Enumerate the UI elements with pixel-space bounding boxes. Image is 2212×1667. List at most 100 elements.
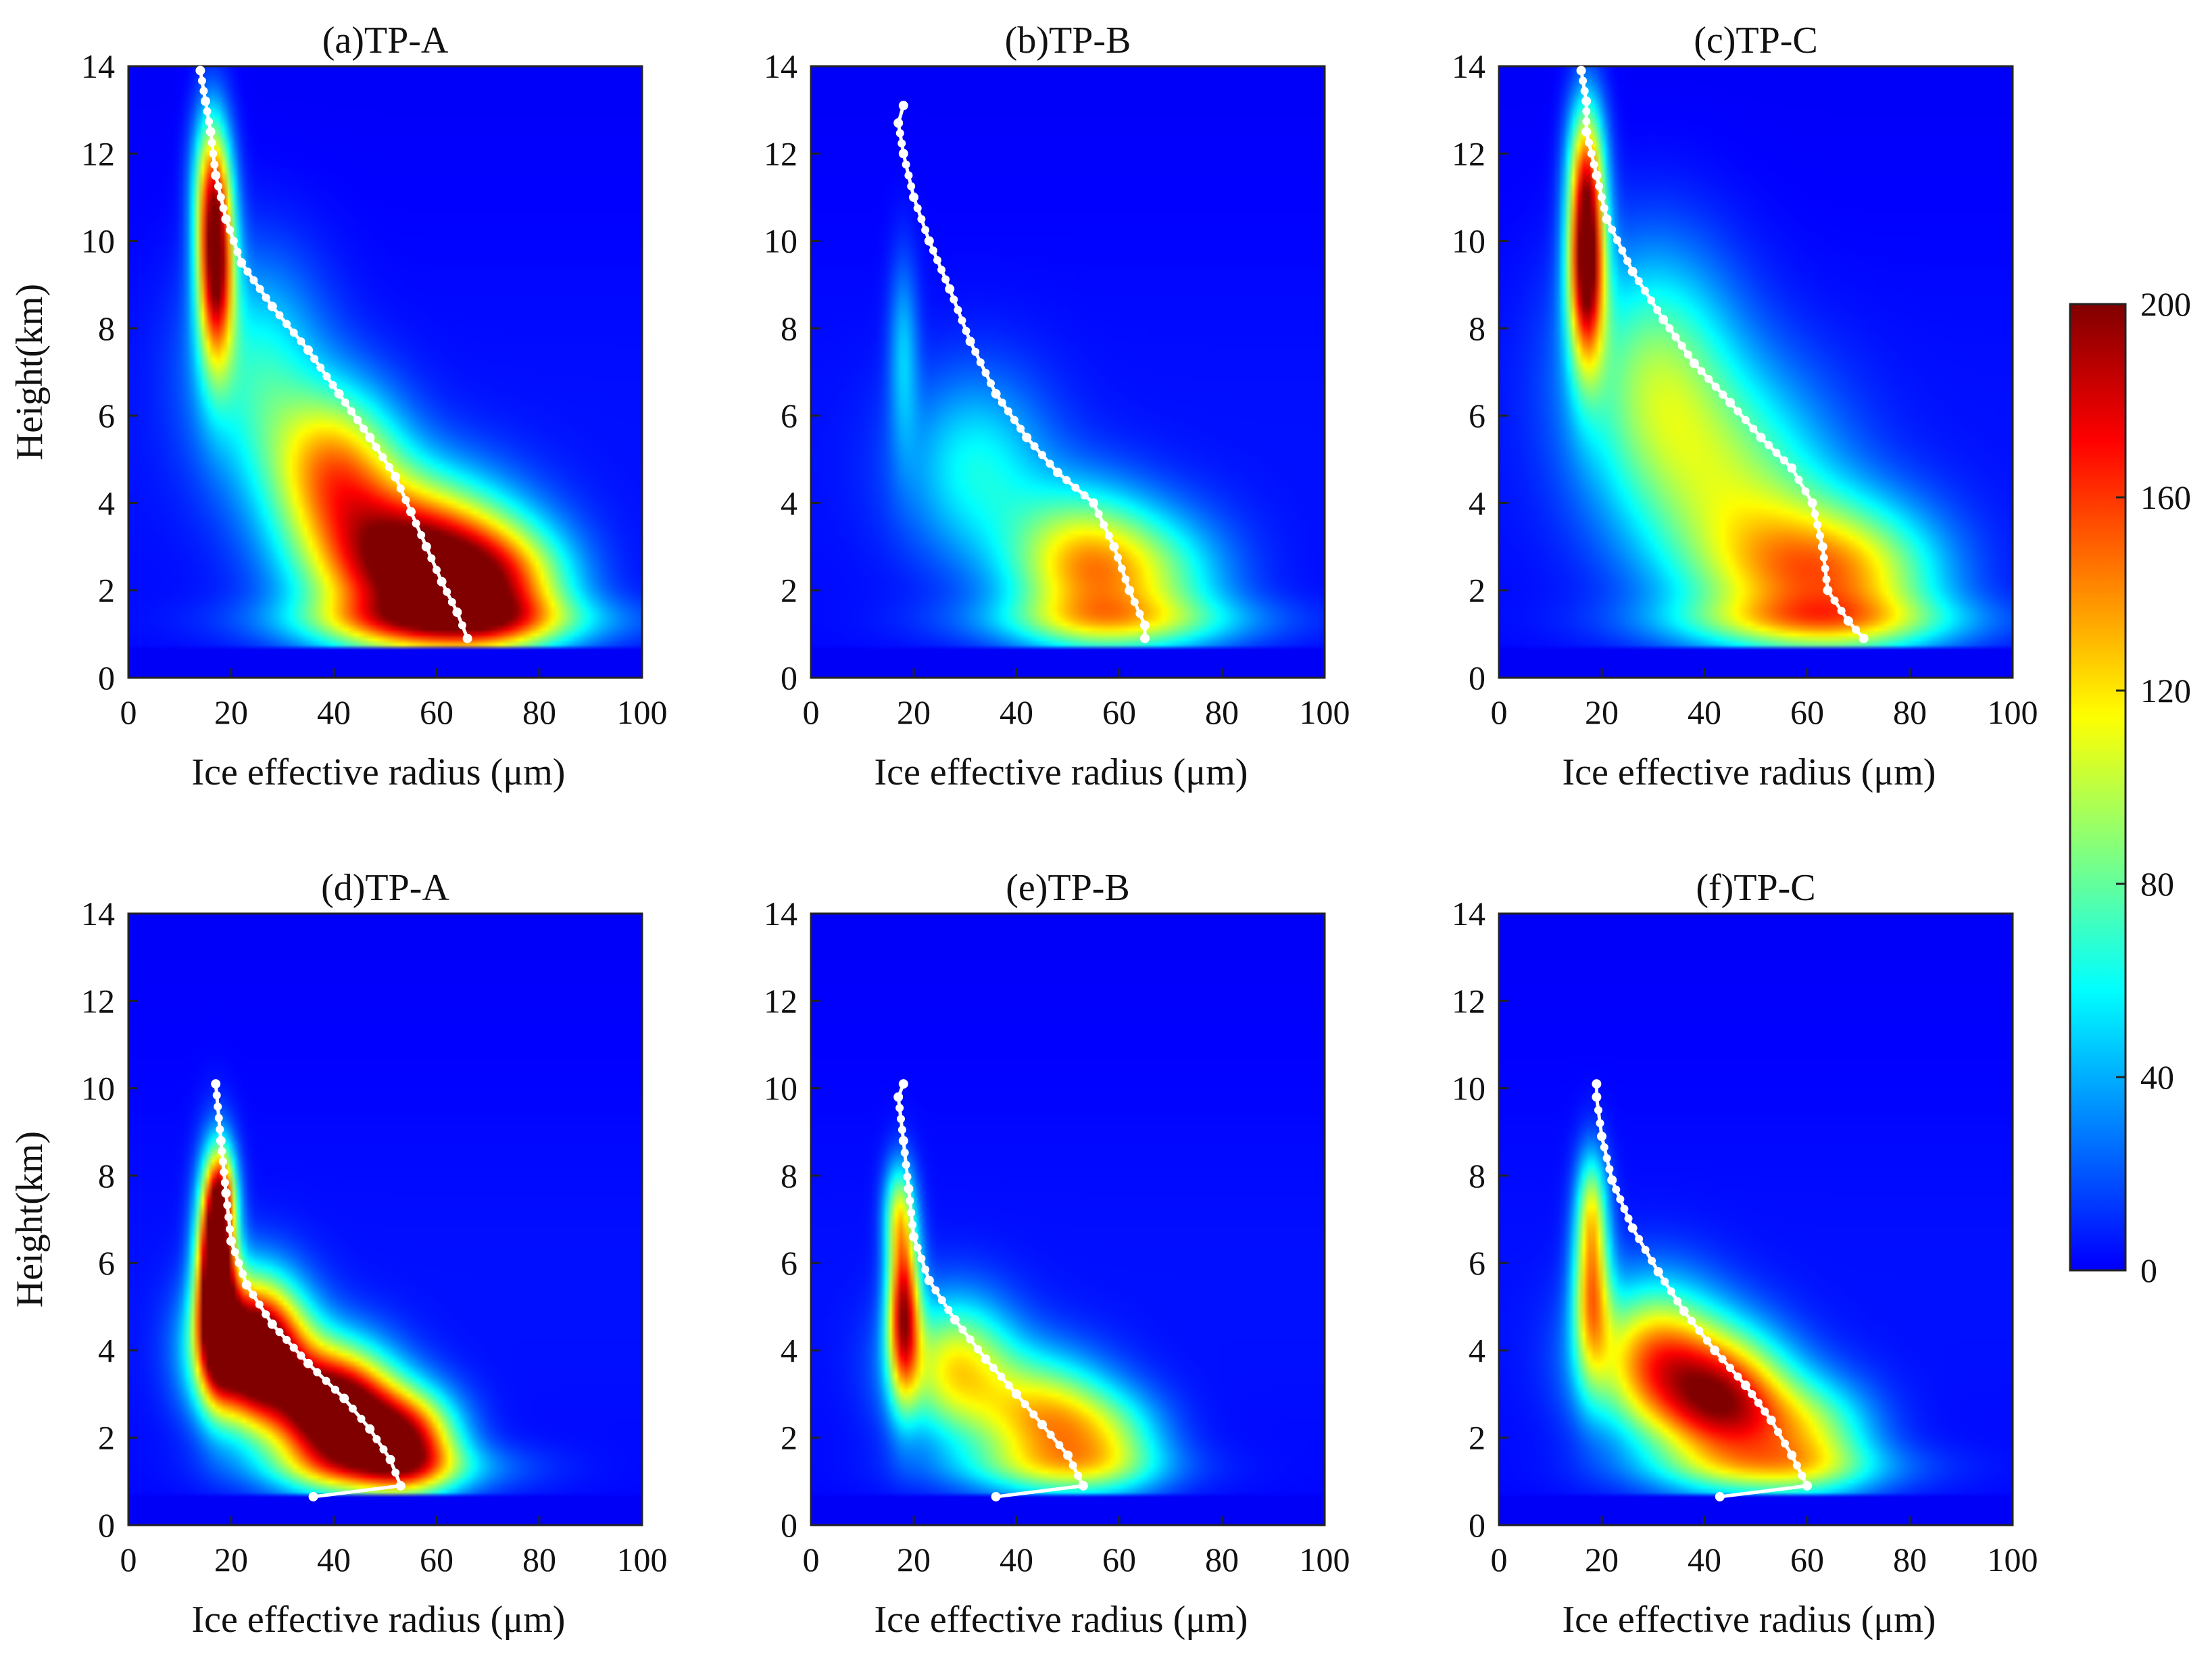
y-axis-label: Height(km) [9, 284, 51, 460]
panel-f: 0 20 40 60 80 100 0 2 4 6 8 10 12 14 (f)TP-C Ice effect… [1452, 867, 2038, 1641]
mean-profile-point [1781, 1439, 1790, 1448]
mean-profile-point [1140, 620, 1150, 630]
mean-profile-point [913, 1243, 922, 1252]
panel-title: (c)TP-C [1694, 20, 1818, 61]
mean-profile-point [929, 246, 937, 255]
mean-profile-point [941, 275, 950, 284]
x-tick-label: 0 [803, 1541, 820, 1578]
panel-a: 0 20 40 60 80 100 0 2 4 6 8 10 12 14 (a)TP-A Ice effect… [9, 20, 668, 793]
mean-profile-point [1596, 1119, 1604, 1128]
mean-profile-point [1765, 441, 1773, 449]
mean-profile-point [391, 1468, 400, 1477]
mean-profile-point [1080, 491, 1089, 500]
mean-profile-point [958, 316, 966, 325]
mean-profile-point [1046, 459, 1054, 468]
mean-profile-point [339, 1393, 349, 1403]
mean-profile-point [297, 1351, 305, 1360]
mean-profile-point [898, 149, 908, 159]
y-tick-label: 12 [1452, 982, 1485, 1020]
mean-profile-point [365, 1424, 375, 1434]
mean-profile-point [906, 1197, 914, 1205]
y-tick-label: 2 [781, 572, 797, 609]
mean-profile-point [1600, 204, 1608, 213]
y-tick-label: 6 [98, 1244, 115, 1282]
mean-profile-point [965, 337, 975, 347]
mean-profile-point [237, 257, 247, 268]
mean-profile-point [353, 416, 362, 424]
mean-profile-point [1661, 1277, 1669, 1286]
y-tick-label: 0 [1469, 1506, 1485, 1544]
mean-profile-point [458, 621, 466, 630]
mean-profile-point [226, 1225, 235, 1234]
mean-profile-point [1062, 476, 1071, 484]
panel-c: 0 20 40 60 80 100 0 2 4 6 8 10 12 14 (c)TP-C Ice effect… [1452, 20, 2038, 793]
mean-profile-point [243, 267, 252, 276]
mean-profile-point [904, 1184, 914, 1194]
mean-profile-point [1597, 1131, 1606, 1141]
y-axis-label: Height(km) [9, 1131, 51, 1308]
mean-profile-point [1702, 1336, 1711, 1345]
mean-profile-point [216, 1136, 226, 1146]
mean-profile-point [924, 236, 934, 246]
mean-profile-point [205, 126, 216, 136]
mean-profile-point [365, 432, 375, 443]
mean-profile-point [1135, 609, 1144, 618]
mean-profile-point [203, 107, 212, 116]
mean-profile-point [219, 204, 228, 213]
heatmap-image [128, 66, 642, 678]
mean-profile-point [1121, 575, 1130, 584]
mean-profile-point [1580, 86, 1589, 95]
mean-profile-point [907, 1208, 916, 1217]
plot-frame [810, 912, 1326, 1526]
x-tick-label: 0 [803, 693, 820, 731]
colorbar-tick-label: 0 [2140, 1251, 2157, 1289]
mean-profile-point [447, 597, 456, 606]
y-tick-label: 12 [764, 982, 797, 1020]
mean-profile-point [378, 453, 387, 462]
mean-profile-point [230, 1247, 239, 1256]
mean-profile-point [1063, 1450, 1073, 1460]
mean-profile-point [210, 160, 219, 169]
mean-profile-point [1117, 564, 1126, 573]
x-tick-label: 60 [420, 1541, 453, 1578]
mean-profile-point [1710, 1345, 1720, 1355]
mean-profile-point [1779, 456, 1788, 465]
mean-profile-point [981, 368, 990, 377]
mean-profile-point [1822, 575, 1831, 584]
mean-profile-point [395, 1481, 405, 1491]
mean-profile-point [1616, 1195, 1625, 1203]
mean-profile-point [385, 1455, 395, 1465]
mean-profile-point [917, 1254, 926, 1263]
mean-profile-point [1640, 287, 1649, 295]
mean-profile-point [207, 139, 216, 147]
mean-profile-point [1817, 542, 1827, 552]
heatmap-image [811, 66, 1325, 678]
panel-title: (e)TP-B [1006, 867, 1130, 909]
x-tick-label: 0 [120, 693, 137, 731]
y-tick-label: 10 [81, 222, 115, 260]
mean-profile-point [898, 1136, 908, 1146]
mean-profile-point [971, 347, 980, 356]
y-tick-label: 6 [781, 1244, 797, 1282]
mean-profile-point [921, 1265, 930, 1274]
x-tick-label: 40 [1000, 1541, 1033, 1578]
mean-profile-point [1004, 1381, 1013, 1390]
mean-profile-point [924, 1276, 934, 1285]
plot-frame [1498, 912, 2014, 1526]
mean-profile-point [893, 1092, 904, 1102]
mean-profile-point [1821, 564, 1829, 573]
mean-profile-point [1624, 1214, 1633, 1223]
colorbar-tick-label: 200 [2140, 285, 2191, 323]
x-tick-label: 40 [1000, 693, 1033, 731]
x-tick-label: 20 [214, 1541, 248, 1578]
mean-profile-point [255, 1300, 264, 1309]
mean-profile-point [427, 554, 436, 563]
x-tick-label: 40 [1688, 693, 1721, 731]
mean-profile-point [1125, 585, 1135, 595]
mean-profile-point [1711, 382, 1720, 391]
mean-profile-point [1587, 149, 1596, 158]
mean-profile-point [1794, 475, 1803, 484]
heatmap-image [1499, 66, 2013, 678]
mean-profile-point [267, 301, 277, 312]
mean-profile-point [1608, 225, 1617, 234]
